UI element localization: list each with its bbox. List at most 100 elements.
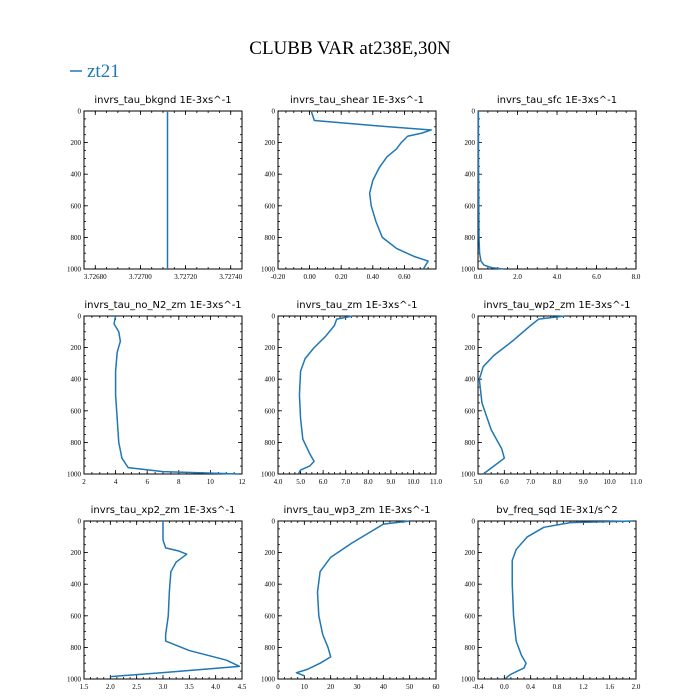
y-tick-label: 0 <box>472 108 476 116</box>
x-tick-label: 2 <box>82 478 86 486</box>
chart-panel: invrs_tau_shear 1E-3xs^-1 0 200 400 600 800 10… <box>261 95 437 281</box>
chart-panel: bv_freq_sqd 1E-3x1/s^2 0 200 400 600 800 1000-… <box>461 505 641 691</box>
x-tick-label: 3.72740 <box>219 273 242 281</box>
plot-frame <box>477 520 637 680</box>
series-line <box>477 110 504 270</box>
plot-frame <box>83 520 243 680</box>
plot-frame <box>477 110 637 270</box>
x-tick-label: 6.0 <box>319 478 328 486</box>
y-tick-label: 1000 <box>261 471 276 479</box>
plot-frame <box>83 315 243 475</box>
x-tick-label: 0 <box>276 683 280 691</box>
x-tick-label: 8 <box>177 478 181 486</box>
x-tick-label: 2.0 <box>513 273 522 281</box>
x-tick-label: 3.72680 <box>84 273 107 281</box>
x-tick-label: 8.0 <box>364 478 373 486</box>
x-tick-label: 2.5 <box>132 683 141 691</box>
x-tick-label: 10 <box>207 478 215 486</box>
legend: zt21 <box>70 61 120 82</box>
y-tick-label: 600 <box>465 407 476 415</box>
y-tick-label: 200 <box>465 549 476 557</box>
panel-title: invrs_tau_sfc 1E-3xs^-1 <box>497 95 617 106</box>
x-tick-label: 0.0 <box>474 273 483 281</box>
x-tick-label: 50 <box>406 683 414 691</box>
x-tick-label: 20 <box>327 683 335 691</box>
series-line <box>310 110 433 270</box>
x-tick-label: 6.0 <box>592 273 601 281</box>
y-tick-label: 1000 <box>461 471 476 479</box>
x-tick-label: 10.0 <box>604 478 617 486</box>
panel-title: invrs_tau_no_N2_zm 1E-3xs^-1 <box>84 300 241 311</box>
chart-panel: invrs_tau_bkgnd 1E-3xs^-1 0 200 400 600 800 10… <box>67 95 243 281</box>
x-tick-label: 10.0 <box>407 478 420 486</box>
x-tick-label: 6 <box>145 478 149 486</box>
y-tick-label: 0 <box>78 108 82 116</box>
x-tick-label: 8.0 <box>553 478 562 486</box>
y-tick-label: 1000 <box>67 266 82 274</box>
panel-title: invrs_tau_shear 1E-3xs^-1 <box>290 95 424 106</box>
y-tick-label: 600 <box>71 407 82 415</box>
series-line <box>505 520 633 679</box>
y-tick-label: 600 <box>265 407 276 415</box>
y-tick-label: 400 <box>265 376 276 384</box>
x-tick-label: 10 <box>301 683 309 691</box>
x-tick-label: 3.72700 <box>129 273 152 281</box>
y-tick-label: 400 <box>265 171 276 179</box>
y-tick-label: 200 <box>265 549 276 557</box>
panel-title: invrs_tau_zm 1E-3xs^-1 <box>296 300 417 311</box>
plot-frame <box>277 520 437 680</box>
x-tick-label: 0.60 <box>398 273 411 281</box>
y-tick-label: 200 <box>265 344 276 352</box>
series-line <box>478 315 565 475</box>
y-tick-label: 0 <box>272 108 276 116</box>
x-tick-label: 7.0 <box>341 478 350 486</box>
x-tick-label: -0.20 <box>271 273 286 281</box>
y-tick-label: 1000 <box>461 266 476 274</box>
x-tick-label: 4.0 <box>274 478 283 486</box>
y-tick-label: 600 <box>71 612 82 620</box>
x-tick-label: 9.0 <box>579 478 588 486</box>
y-tick-label: 800 <box>265 439 276 447</box>
x-tick-label: 0.00 <box>303 273 316 281</box>
x-tick-label: 2.0 <box>632 683 641 691</box>
y-tick-label: 0 <box>472 518 476 526</box>
panel-title: invrs_tau_bkgnd 1E-3xs^-1 <box>94 95 231 106</box>
y-tick-label: 400 <box>71 581 82 589</box>
x-tick-label: 12 <box>239 478 247 486</box>
x-tick-label: 1.2 <box>579 683 588 691</box>
x-tick-label: 1.5 <box>80 683 89 691</box>
x-tick-label: 9.0 <box>386 478 395 486</box>
chart-panel: invrs_tau_zm 1E-3xs^-1 0 200 400 600 800 10004… <box>261 300 442 486</box>
x-tick-label: 3.5 <box>185 683 194 691</box>
x-tick-label: 11.0 <box>430 478 442 486</box>
chart-panel: invrs_tau_sfc 1E-3xs^-1 0 200 400 600 800 1000… <box>461 95 641 281</box>
y-tick-label: 800 <box>71 439 82 447</box>
x-tick-label: 0.8 <box>553 683 562 691</box>
x-tick-label: 4 <box>114 478 118 486</box>
y-tick-label: 400 <box>71 171 82 179</box>
plot-frame <box>277 315 437 475</box>
y-tick-label: 1000 <box>67 676 82 684</box>
y-tick-label: 200 <box>465 344 476 352</box>
y-tick-label: 400 <box>465 376 476 384</box>
x-tick-label: 0.4 <box>526 683 535 691</box>
y-tick-label: 1000 <box>261 676 276 684</box>
series-line <box>297 315 353 475</box>
y-tick-label: 1000 <box>261 266 276 274</box>
chart-panel: invrs_tau_no_N2_zm 1E-3xs^-10 200 400 600 80… <box>67 300 246 486</box>
y-tick-label: 0 <box>78 313 82 321</box>
x-tick-label: -0.4 <box>472 683 484 691</box>
x-tick-label: 3.0 <box>159 683 168 691</box>
x-tick-label: 8.0 <box>632 273 641 281</box>
y-tick-label: 800 <box>265 644 276 652</box>
x-tick-label: 4.5 <box>238 683 247 691</box>
chart-panel: invrs_tau_wp2_zm 1E-3xs^-1 0 200 400 600 800 1… <box>461 300 642 486</box>
y-tick-label: 400 <box>71 376 82 384</box>
x-tick-label: 4.0 <box>553 273 562 281</box>
x-tick-label: 6.0 <box>500 478 509 486</box>
y-tick-label: 200 <box>265 139 276 147</box>
x-tick-label: 40 <box>380 683 388 691</box>
y-tick-label: 800 <box>465 644 476 652</box>
x-tick-label: 3.72720 <box>174 273 197 281</box>
y-tick-label: 200 <box>465 139 476 147</box>
